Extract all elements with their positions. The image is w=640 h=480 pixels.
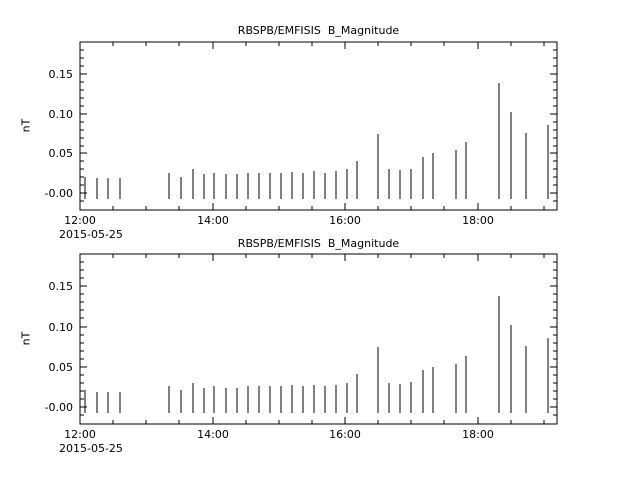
x-tick-label: 18:00 (462, 214, 494, 227)
x-tick-label: 12:00 (64, 214, 96, 227)
x-tick-label: 14:00 (197, 428, 229, 441)
y-tick-label: 0.05 (49, 147, 74, 160)
axes-box (79, 41, 558, 211)
x-tick-label: 16:00 (329, 214, 361, 227)
chart-title-bottom: RBSPB/EMFISIS B_Magnitude (237, 237, 400, 250)
y-tick-label: 0.10 (49, 108, 74, 121)
x-tick-label: 18:00 (462, 428, 494, 441)
x-axis-date-bottom: 2015-05-25 (59, 442, 123, 455)
y-tick-label: 0.15 (49, 68, 74, 81)
x-tick-label: 12:00 (64, 428, 96, 441)
y-tick-label: 0.10 (49, 321, 74, 334)
y-tick-label: -0.00 (45, 401, 73, 414)
x-tick-label: 16:00 (329, 428, 361, 441)
y-tick-label: 0.05 (49, 361, 74, 374)
x-tick-label: 14:00 (197, 214, 229, 227)
chart-title-top: RBSPB/EMFISIS B_Magnitude (237, 24, 400, 37)
y-axis-label-top: nT (19, 118, 33, 133)
x-axis-date-top: 2015-05-25 (59, 228, 123, 241)
y-tick-label: -0.00 (45, 187, 73, 200)
y-tick-label: 0.15 (49, 280, 74, 293)
axes-box (79, 253, 558, 425)
y-axis-label-bottom: nT (19, 331, 33, 346)
